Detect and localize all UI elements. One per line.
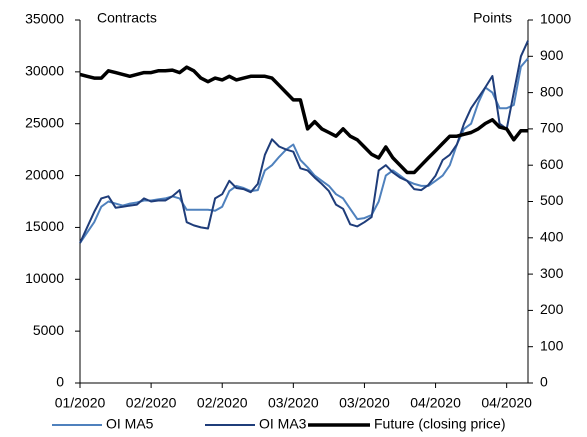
y2-tick-label: 900 [540,47,564,63]
y2-tick-label: 500 [540,192,564,208]
y2-tick-label: 100 [540,337,564,353]
y-tick-label: 5000 [33,322,64,338]
legend-label: OI MA3 [259,416,307,432]
y2-tick-label: 800 [540,83,564,99]
series-line [79,65,528,175]
series-line [79,40,529,244]
legend-label: OI MA5 [106,416,154,432]
x-tick-label: 04/2020 [481,395,532,411]
x-tick-label: 04/2020 [410,395,461,411]
y2-tick-label: 600 [540,156,564,172]
x-tick-label: 03/2020 [339,395,390,411]
y-tick-label: 10000 [25,270,64,286]
y2-tick-label: 700 [540,120,564,136]
y-axis-label: Contracts [97,10,157,26]
y2-tick-label: 1000 [540,11,571,27]
y2-tick-label: 200 [540,301,564,317]
x-tick-label: 01/2020 [55,395,106,411]
y-tick-label: 15000 [25,218,64,234]
x-tick-label: 02/2020 [126,395,177,411]
y-tick-label: 20000 [25,166,64,182]
y-tick-label: 35000 [25,11,64,27]
x-tick-label: 03/2020 [268,395,319,411]
y-tick-label: 30000 [25,63,64,79]
y2-tick-label: 400 [540,229,564,245]
y2-tick-label: 0 [540,374,548,390]
legend-label: Future (closing price) [374,416,506,432]
y2-tick-label: 300 [540,265,564,281]
series-line [79,57,529,244]
y-tick-label: 0 [56,374,64,390]
x-tick-label: 02/2020 [197,395,248,411]
y2-axis-label: Points [473,10,512,26]
y-tick-label: 25000 [25,114,64,130]
